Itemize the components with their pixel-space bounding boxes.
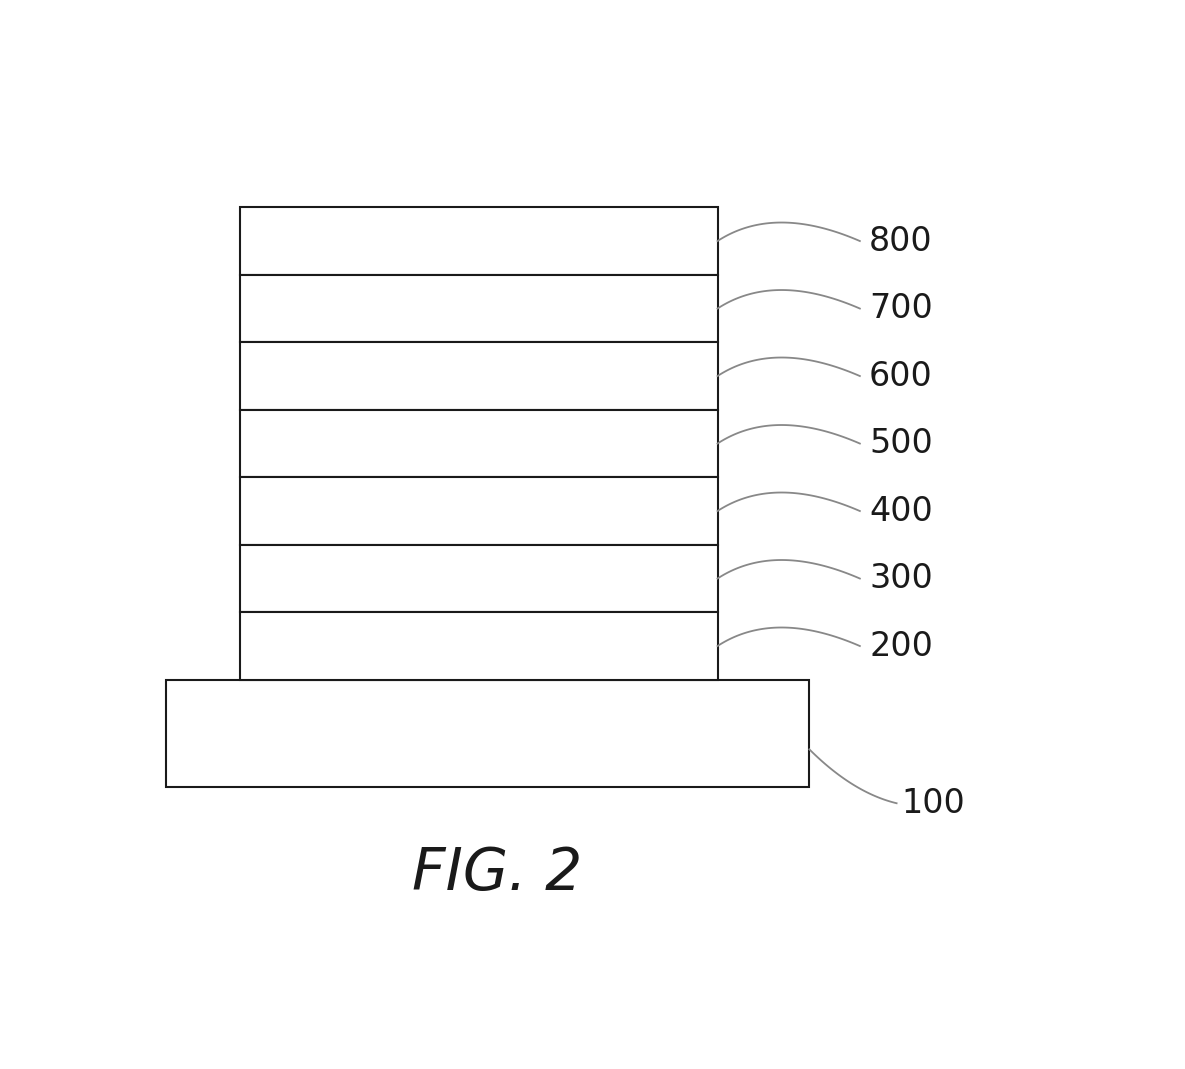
Text: 100: 100 <box>902 787 965 820</box>
Text: 700: 700 <box>869 292 933 325</box>
Text: 300: 300 <box>869 562 933 595</box>
Bar <box>239 613 718 680</box>
Text: 400: 400 <box>869 495 933 527</box>
Bar <box>239 207 718 275</box>
Bar <box>239 342 718 409</box>
Text: 600: 600 <box>869 359 933 392</box>
Text: 800: 800 <box>869 224 933 258</box>
Bar <box>239 545 718 613</box>
Bar <box>239 275 718 342</box>
Text: 200: 200 <box>869 630 933 663</box>
Bar <box>239 477 718 545</box>
Text: FIG. 2: FIG. 2 <box>412 845 582 902</box>
Bar <box>166 680 809 787</box>
Text: 500: 500 <box>869 427 933 460</box>
Bar <box>239 409 718 477</box>
